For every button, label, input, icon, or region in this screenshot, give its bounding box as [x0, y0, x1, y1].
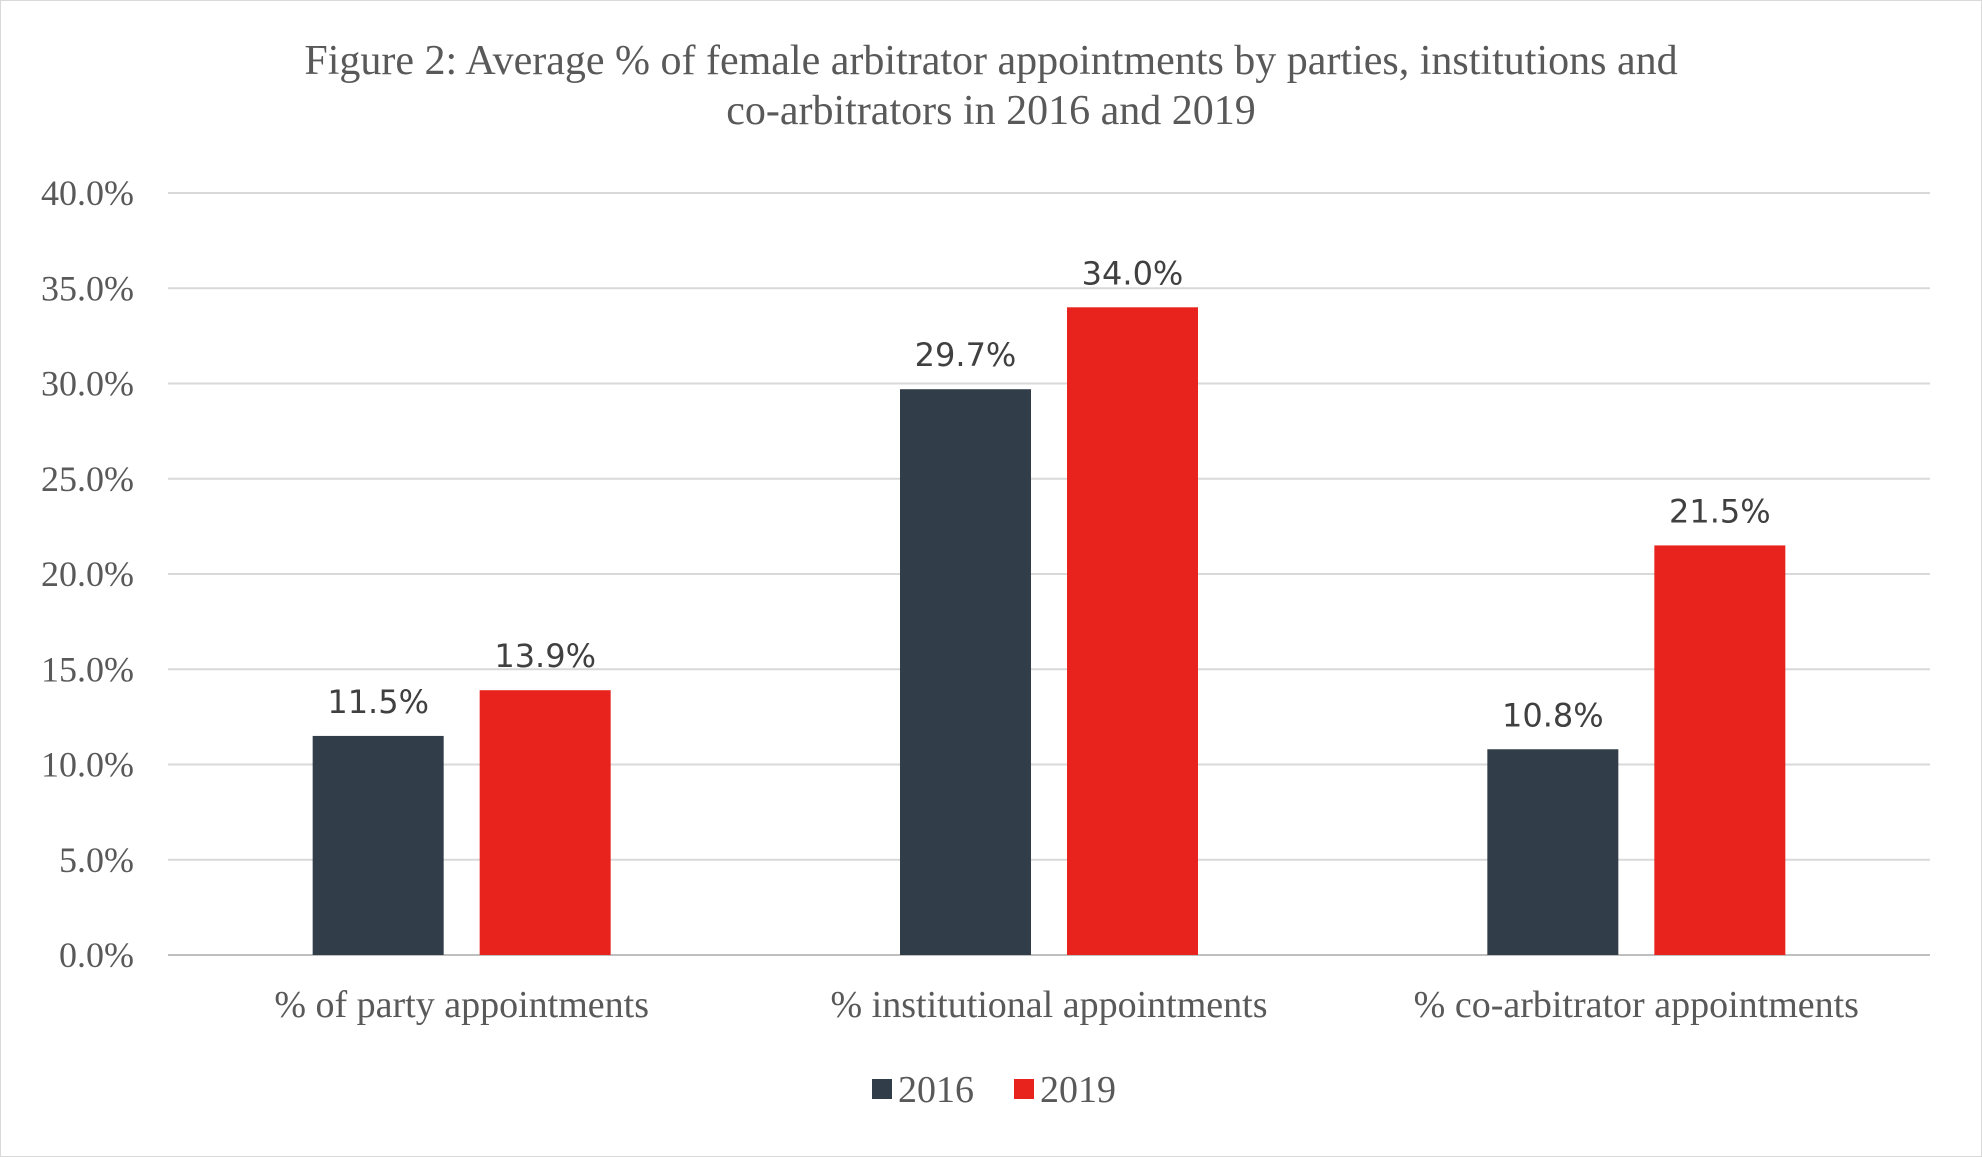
- legend-label: 2016: [898, 1069, 974, 1111]
- data-label: 10.8%: [1502, 696, 1604, 734]
- bar-2016: [1487, 749, 1619, 955]
- bar-2016: [312, 735, 444, 955]
- y-axis-ticks: 0.0% 5.0% 10.0% 15.0% 20.0% 25.0% 30.0% 35.0% 40…: [41, 173, 134, 975]
- y-tick-label: 5.0%: [59, 840, 134, 880]
- gridlines: [168, 192, 1930, 956]
- legend-swatch-2016: [872, 1079, 892, 1099]
- x-axis-ticks: % of party appointments % institutional a…: [274, 984, 1859, 1026]
- y-tick-label: 40.0%: [41, 173, 134, 213]
- data-labels: 11.5% 13.9% 29.7% 34.0% 10.8% 21.5%: [327, 254, 1770, 734]
- y-tick-label: 0.0%: [59, 935, 134, 975]
- data-label: 21.5%: [1669, 492, 1771, 530]
- bar-2019: [1067, 307, 1198, 955]
- data-label: 13.9%: [494, 637, 596, 675]
- y-tick-label: 25.0%: [41, 459, 134, 499]
- y-tick-label: 35.0%: [41, 268, 134, 308]
- data-label: 29.7%: [915, 336, 1017, 374]
- bar-2019: [479, 690, 611, 955]
- bars: [312, 307, 1786, 956]
- y-tick-label: 30.0%: [41, 364, 134, 404]
- legend-swatch-2019: [1014, 1079, 1034, 1099]
- bar-2016: [900, 389, 1031, 956]
- data-label: 11.5%: [327, 683, 429, 721]
- chart-title-line-1: Figure 2: Average % of female arbitrator…: [304, 38, 1677, 84]
- data-label: 34.0%: [1082, 254, 1184, 292]
- x-tick-label: % of party appointments: [274, 984, 649, 1026]
- legend: 2016 2019: [872, 1069, 1116, 1111]
- y-tick-label: 15.0%: [41, 649, 134, 689]
- bar-2019: [1654, 545, 1786, 955]
- legend-label: 2019: [1040, 1069, 1116, 1111]
- y-tick-label: 20.0%: [41, 554, 134, 594]
- x-tick-label: % co-arbitrator appointments: [1414, 984, 1859, 1026]
- chart-title-line-2: co-arbitrators in 2016 and 2019: [726, 88, 1256, 134]
- y-tick-label: 10.0%: [41, 745, 134, 785]
- x-tick-label: % institutional appointments: [831, 984, 1268, 1026]
